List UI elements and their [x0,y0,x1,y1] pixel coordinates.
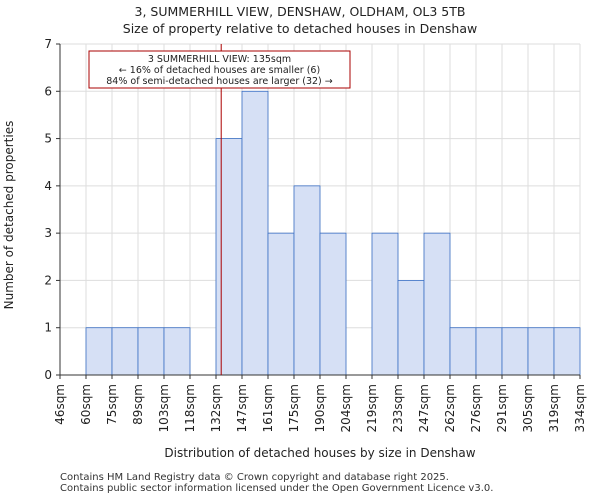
y-tick-label: 7 [44,37,52,51]
annotation-line: 84% of semi-detached houses are larger (… [106,76,333,87]
histogram-bar [111,327,139,376]
annotation-line: 3 SUMMERHILL VIEW: 135sqm [148,54,291,65]
histogram-bar [371,232,399,376]
x-tick-label: 247sqm [417,384,431,432]
annotation-box: 3 SUMMERHILL VIEW: 135sqm← 16% of detach… [88,50,351,89]
x-tick-label: 147sqm [235,384,249,432]
x-tick-label: 305sqm [521,384,535,432]
tick-labels: 0 1 2 3 4 5 6 7 46sqm 60sqm 75sqm 89sqm 103sqm 118sqm… [44,37,587,432]
x-tick-label: 291sqm [495,384,509,432]
x-tick-label: 46sqm [53,384,67,425]
histogram-bar [475,327,503,376]
y-tick-label: 3 [44,226,52,240]
x-tick-label: 175sqm [287,384,301,432]
x-tick-label: 276sqm [469,384,483,432]
annotation-line: ← 16% of detached houses are smaller (6) [119,65,320,76]
histogram-bar [449,327,477,376]
bars [85,90,581,376]
histogram-bar [553,327,581,376]
histogram-bar [423,232,451,376]
x-tick-label: 103sqm [157,384,171,432]
histogram-bar [163,327,191,376]
y-tick-label: 0 [44,368,52,382]
chart-subtitle: Size of property relative to detached ho… [122,21,478,36]
histogram-bar [501,327,529,376]
y-tick-label: 5 [44,132,52,146]
histogram-bar [293,185,321,376]
x-tick-label: 262sqm [443,384,457,432]
x-tick-label: 233sqm [391,384,405,432]
x-tick-label: 75sqm [105,384,119,425]
y-tick-label: 2 [44,273,52,287]
histogram-bar [241,90,269,376]
x-tick-label: 204sqm [339,384,353,432]
y-tick-label: 6 [44,84,52,98]
histogram-bar [527,327,555,376]
x-tick-label: 190sqm [313,384,327,432]
y-tick-label: 1 [44,321,52,335]
annotation-box-frame [88,50,351,89]
histogram-bar [397,280,425,376]
x-tick-label: 319sqm [547,384,561,432]
y-axis-label: Number of detached properties [2,121,16,310]
histogram-bar [267,232,295,376]
x-tick-label: 161sqm [261,384,275,432]
x-tick-label: 89sqm [131,384,145,425]
x-tick-label: 60sqm [79,384,93,425]
x-tick-label: 334sqm [573,384,587,432]
histogram-bar [319,232,347,376]
footer-line-2: Contains public sector information licen… [60,483,494,494]
y-tick-label: 4 [44,179,52,193]
footer-line-1: Contains HM Land Registry data © Crown c… [60,472,449,483]
x-axis-label: Distribution of detached houses by size … [164,446,475,460]
x-tick-label: 132sqm [209,384,223,432]
histogram-bar [215,138,243,376]
histogram-bar [137,327,165,376]
x-tick-label: 219sqm [365,384,379,432]
x-tick-label: 118sqm [183,384,197,432]
histogram-bar [85,327,113,376]
chart-title: 3, SUMMERHILL VIEW, DENSHAW, OLDHAM, OL3… [134,4,466,19]
